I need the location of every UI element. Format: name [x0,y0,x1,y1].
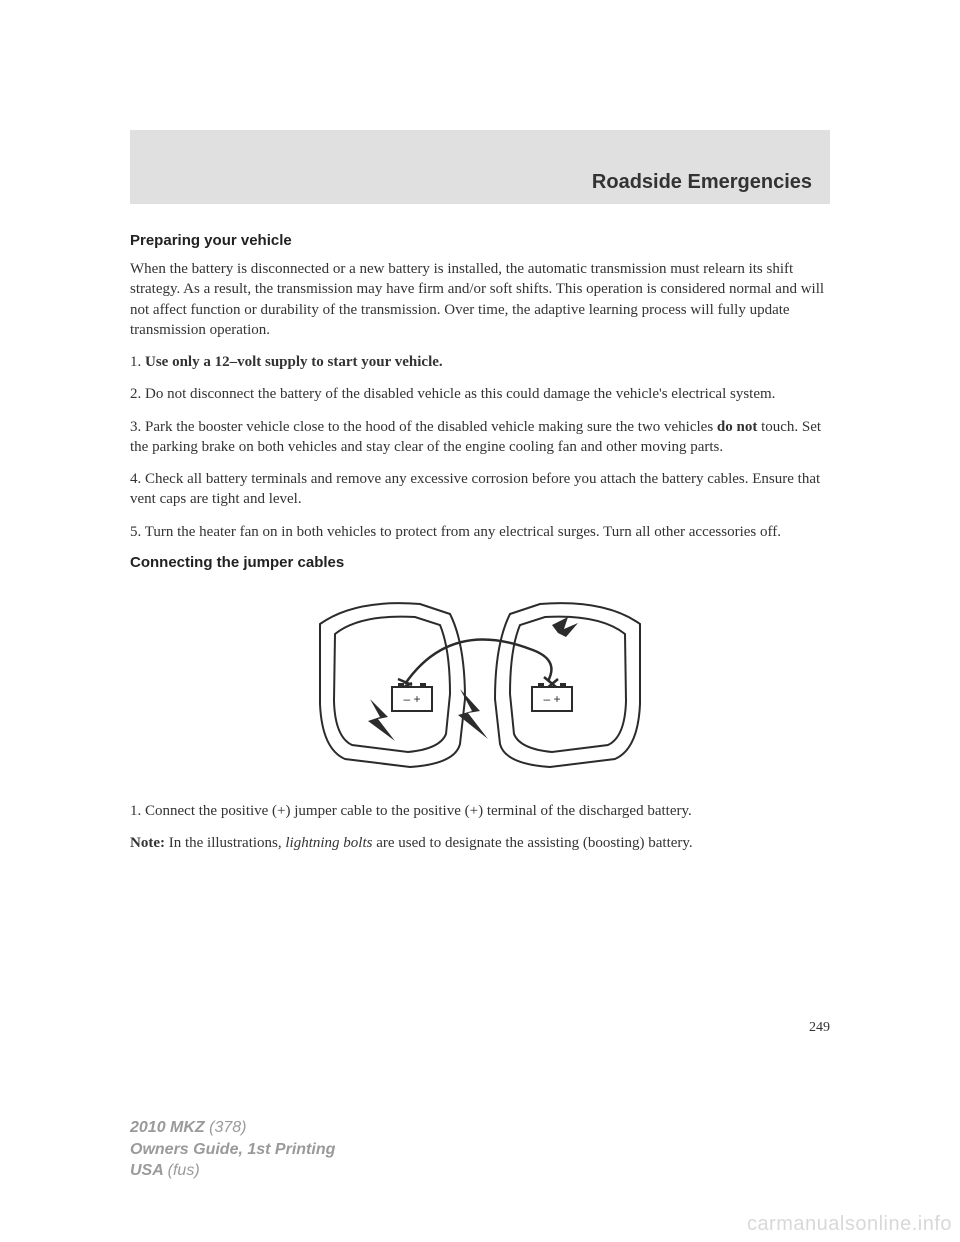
text-run: In the illustrations, [165,835,285,851]
paragraph: 5. Turn the heater fan on in both vehicl… [130,522,830,542]
page-number: 249 [809,1020,830,1036]
bold-text: do not [717,419,757,435]
paragraph: 1. Use only a 12–volt supply to start yo… [130,352,830,372]
jumper-cable-diagram: – + – + [300,589,660,779]
italic-text: lightning bolts [285,835,372,851]
watermark-text: carmanualsonline.info [747,1213,952,1236]
paragraph: Note: In the illustrations, lightning bo… [130,833,830,853]
battery-label-right: – + [543,692,560,706]
lightning-bolt-icon [458,689,488,739]
paragraph: 4. Check all battery terminals and remov… [130,469,830,510]
chapter-title: Roadside Emergencies [592,171,812,194]
footer-line: Owners Guide, 1st Printing [130,1139,335,1161]
section-heading-connecting: Connecting the jumper cables [130,554,830,571]
footer-region: USA [130,1162,168,1179]
footer-code: (378) [209,1119,246,1136]
footer-line: 2010 MKZ (378) [130,1117,335,1139]
footer-model: 2010 MKZ [130,1119,209,1136]
list-number: 1. [130,354,145,370]
cable-end-icon [552,617,578,637]
paragraph: 3. Park the booster vehicle close to the… [130,417,830,458]
paragraph: 2. Do not disconnect the battery of the … [130,384,830,404]
bold-text: Use only a 12–volt supply to start your … [145,354,443,370]
footer-line: USA (fus) [130,1160,335,1182]
battery-label-left: – + [403,692,420,706]
lightning-bolt-icon [368,699,395,741]
section-heading-preparing: Preparing your vehicle [130,232,830,249]
paragraph: When the battery is disconnected or a ne… [130,259,830,340]
footer-code: (fus) [168,1162,200,1179]
chapter-header-bar: Roadside Emergencies [130,130,830,204]
manual-page: Roadside Emergencies Preparing your vehi… [0,0,960,1242]
paragraph: 1. Connect the positive (+) jumper cable… [130,801,830,821]
text-run: are used to designate the assisting (boo… [372,835,692,851]
note-label: Note: [130,835,165,851]
footer-block: 2010 MKZ (378) Owners Guide, 1st Printin… [130,1117,335,1182]
text-run: 3. Park the booster vehicle close to the… [130,419,717,435]
